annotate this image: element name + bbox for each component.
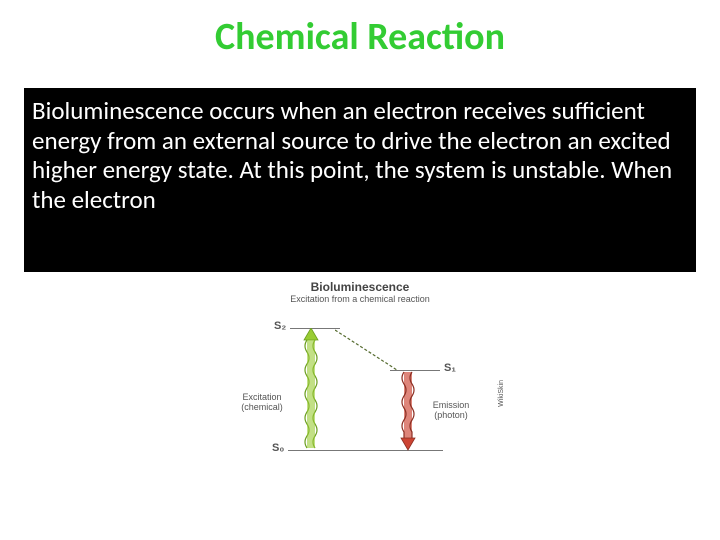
slide-title: Chemical Reaction (0, 0, 720, 70)
diagram-container: Bioluminescence Excitation from a chemic… (0, 280, 720, 490)
diagram-subtitle: Excitation from a chemical reaction (230, 294, 490, 304)
title-text: Chemical Reaction (215, 14, 505, 60)
diagram-credit: WikiSkin (498, 380, 505, 407)
diagram-title: Bioluminescence (230, 280, 490, 294)
bioluminescence-diagram: Bioluminescence Excitation from a chemic… (230, 280, 490, 490)
emission-label-bottom: (photon) (434, 410, 468, 420)
excitation-arrow (298, 328, 324, 452)
emission-label: Emission (photon) (426, 400, 476, 420)
level-s2-label: S₂ (274, 320, 286, 332)
excitation-label-top: Excitation (242, 392, 281, 402)
level-s0-label: S₀ (272, 442, 284, 454)
emission-label-top: Emission (433, 400, 470, 410)
excitation-label-bottom: (chemical) (241, 402, 283, 412)
decay-slope (335, 326, 405, 376)
excitation-label: Excitation (chemical) (236, 392, 288, 412)
level-s1-label: S₁ (444, 362, 456, 374)
emission-arrow (395, 370, 421, 452)
body-text-box: Bioluminescence occurs when an electron … (24, 88, 696, 272)
body-text: Bioluminescence occurs when an electron … (32, 96, 682, 214)
